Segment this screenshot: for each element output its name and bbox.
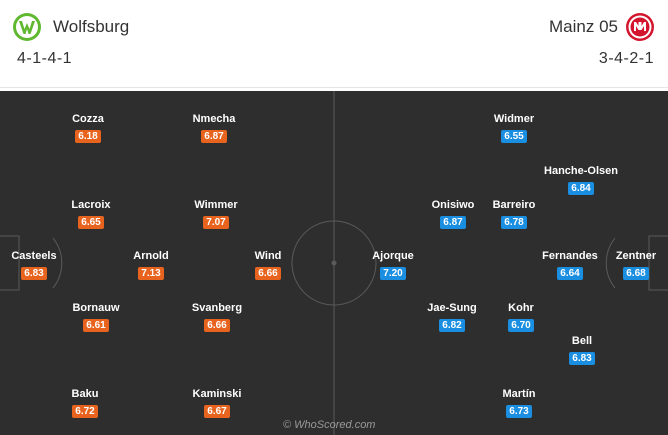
player-rating: 6.83 [21,267,47,280]
player-rating: 6.84 [568,182,594,195]
home-player-cozza[interactable]: Cozza 6.18 [48,113,128,144]
player-name: Hanche-Olsen [544,165,618,177]
whoscored-watermark: © WhoScored.com [283,419,376,431]
player-rating: 6.61 [83,319,109,332]
player-name: Nmecha [192,113,236,125]
home-player-baku[interactable]: Baku 6.72 [45,388,125,419]
player-name: Casteels [11,250,57,262]
player-rating: 6.87 [201,130,227,143]
home-player-wind[interactable]: Wind 6.66 [228,250,308,281]
player-name: Svanberg [191,302,243,314]
player-name: Kaminski [192,388,242,400]
match-header: Wolfsburg 4-1-4-1 Mainz 05 3-4-2-1 [0,0,668,88]
player-name: Baku [71,388,99,400]
player-rating: 6.64 [557,267,583,280]
away-player-barreiro[interactable]: Barreiro 6.78 [474,199,554,230]
player-rating: 6.70 [508,319,534,332]
home-player-svanberg[interactable]: Svanberg 6.66 [177,302,257,333]
away-team-name[interactable]: Mainz 05 [549,17,618,36]
player-rating: 6.67 [204,405,230,418]
player-name: Kohr [508,302,534,314]
home-player-kaminski[interactable]: Kaminski 6.67 [177,388,257,419]
pitch: Cozza 6.18 Nmecha 6.87 Lacroix 6.65 Wimm… [0,91,668,435]
wolfsburg-crest-icon [13,13,41,41]
player-name: Bornauw [72,302,120,314]
player-name: Onisiwo [431,199,475,211]
player-rating: 7.07 [203,216,229,229]
player-rating: 6.83 [569,352,595,365]
player-rating: 6.73 [506,405,532,418]
home-player-nmecha[interactable]: Nmecha 6.87 [174,113,254,144]
player-name: Bell [571,335,593,347]
home-player-casteels[interactable]: Casteels 6.83 [0,250,74,281]
player-rating: 7.13 [138,267,164,280]
home-player-arnold[interactable]: Arnold 7.13 [111,250,191,281]
player-name: Ajorque [372,250,414,262]
away-player-widmer[interactable]: Widmer 6.55 [474,113,554,144]
player-rating: 6.68 [623,267,649,280]
home-player-wimmer[interactable]: Wimmer 7.07 [176,199,256,230]
away-player-martin[interactable]: Martín 6.73 [479,388,559,419]
away-player-kohr[interactable]: Kohr 6.70 [481,302,561,333]
player-rating: 6.18 [75,130,101,143]
away-player-bell[interactable]: Bell 6.83 [542,335,622,366]
player-rating: 6.82 [439,319,465,332]
pitch-markings [0,91,668,435]
home-formation: 4-1-4-1 [17,50,73,67]
player-name: Wimmer [194,199,238,211]
player-rating: 6.55 [501,130,527,143]
player-rating: 7.20 [380,267,406,280]
player-name: Widmer [493,113,535,125]
away-player-fernandes[interactable]: Fernandes 6.64 [530,250,610,281]
away-player-hanche-olsen[interactable]: Hanche-Olsen 6.84 [541,165,621,196]
player-name: Martín [502,388,536,400]
player-name: Lacroix [71,199,111,211]
away-formation: 3-4-2-1 [598,50,654,67]
player-name: Zentner [615,250,657,262]
home-team-name[interactable]: Wolfsburg [53,17,130,36]
player-rating: 6.65 [78,216,104,229]
player-name: Jae-Sung [427,302,477,314]
player-name: Fernandes [542,250,598,262]
away-player-jae-sung[interactable]: Jae-Sung 6.82 [412,302,492,333]
away-player-onisiwo[interactable]: Onisiwo 6.87 [413,199,493,230]
mainz-crest-icon [626,13,654,41]
home-player-lacroix[interactable]: Lacroix 6.65 [51,199,131,230]
away-player-zentner[interactable]: Zentner 6.68 [596,250,668,281]
home-player-bornauw[interactable]: Bornauw 6.61 [56,302,136,333]
player-name: Wind [254,250,282,262]
player-rating: 6.87 [440,216,466,229]
player-name: Arnold [133,250,169,262]
player-name: Barreiro [492,199,536,211]
player-name: Cozza [72,113,104,125]
player-rating: 6.66 [204,319,230,332]
player-rating: 6.66 [255,267,281,280]
player-rating: 6.78 [501,216,527,229]
away-player-ajorque[interactable]: Ajorque 7.20 [353,250,433,281]
player-rating: 6.72 [72,405,98,418]
